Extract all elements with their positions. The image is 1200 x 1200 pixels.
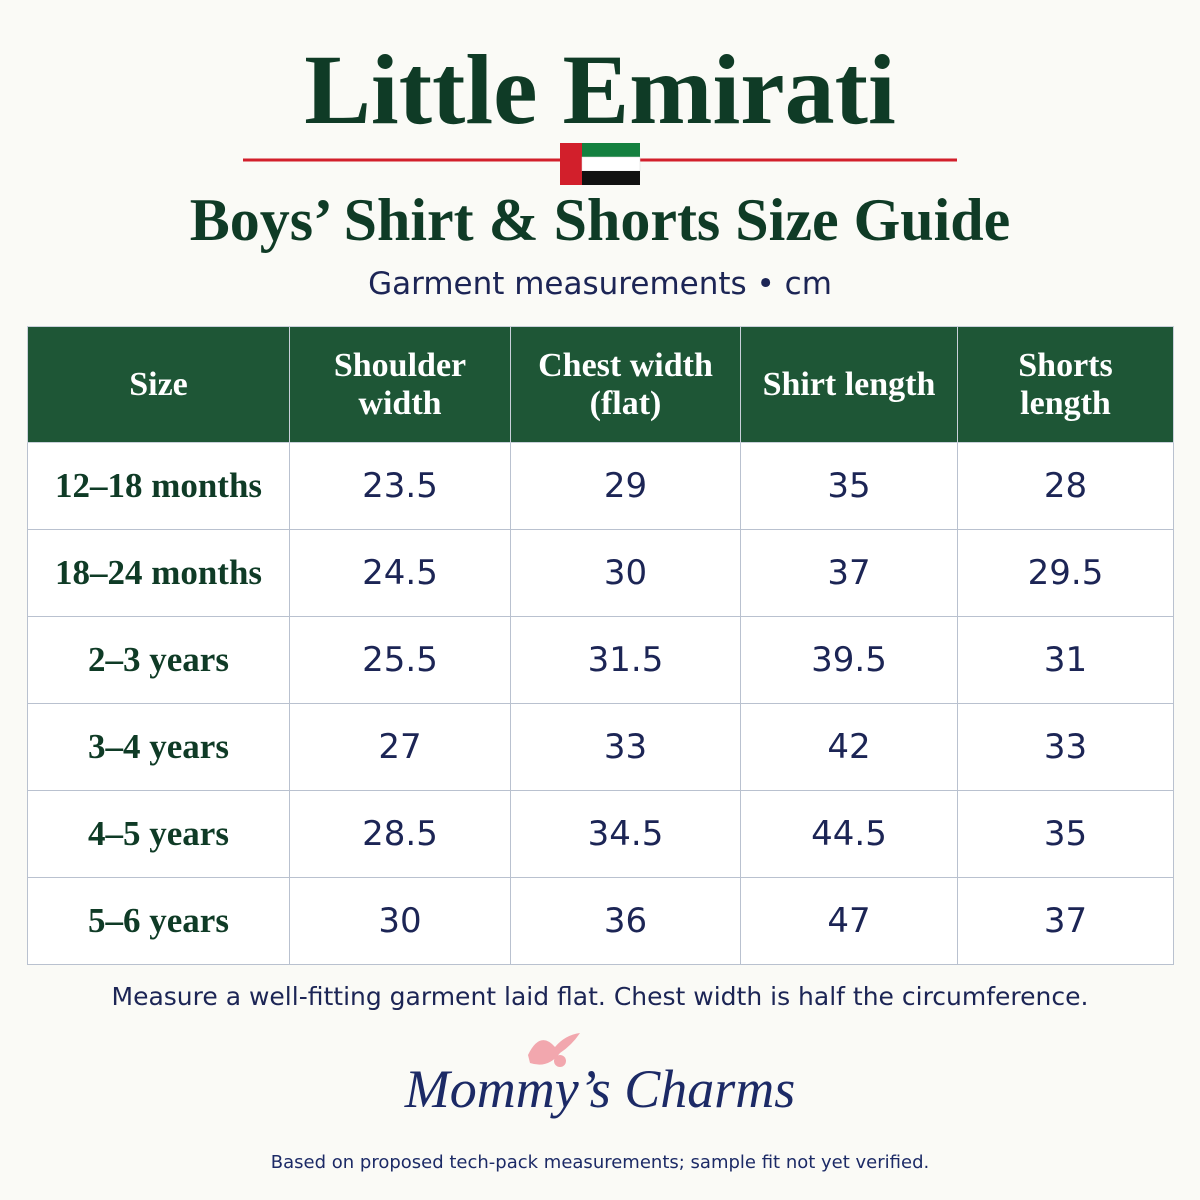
column-header: Chest width (flat) bbox=[510, 326, 741, 443]
cell: 23.5 bbox=[289, 442, 511, 530]
cell: 31 bbox=[957, 616, 1174, 704]
note: Measure a well-fitting garment laid flat… bbox=[111, 982, 1089, 1011]
units: Garment measurements • cm bbox=[368, 266, 832, 302]
table-row: 3–4 years 27 33 42 33 bbox=[27, 703, 1174, 791]
cell: 28 bbox=[957, 442, 1174, 530]
column-header: Size bbox=[27, 326, 290, 443]
column-header: Shorts length bbox=[957, 326, 1174, 443]
size-cell: 2–3 years bbox=[27, 616, 290, 704]
cell: 31.5 bbox=[510, 616, 741, 704]
cell: 37 bbox=[957, 877, 1174, 965]
cell: 42 bbox=[740, 703, 958, 791]
brand: Mommy’s Charms bbox=[404, 1059, 796, 1119]
title: Little Emirati bbox=[304, 34, 896, 145]
size-cell: 5–6 years bbox=[27, 877, 290, 965]
table-row: 18–24 months 24.5 30 37 29.5 bbox=[27, 529, 1174, 617]
divider bbox=[243, 143, 957, 185]
size-cell: 12–18 months bbox=[27, 442, 290, 530]
cell: 30 bbox=[510, 529, 741, 617]
size-cell: 3–4 years bbox=[27, 703, 290, 791]
cell: 35 bbox=[957, 790, 1174, 878]
table-row: 12–18 months 23.5 29 35 28 bbox=[27, 442, 1174, 530]
size-cell: 4–5 years bbox=[27, 790, 290, 878]
cell: 36 bbox=[510, 877, 741, 965]
cell: 35 bbox=[740, 442, 958, 530]
cell: 30 bbox=[289, 877, 511, 965]
table-row: 5–6 years 30 36 47 37 bbox=[27, 877, 1174, 965]
stork-icon bbox=[528, 1033, 580, 1067]
cell: 39.5 bbox=[740, 616, 958, 704]
subtitle: Boys’ Shirt & Shorts Size Guide bbox=[189, 187, 1011, 253]
cell: 29.5 bbox=[957, 529, 1174, 617]
cell: 47 bbox=[740, 877, 958, 965]
cell: 24.5 bbox=[289, 529, 511, 617]
cell: 28.5 bbox=[289, 790, 511, 878]
cell: 34.5 bbox=[510, 790, 741, 878]
cell: 25.5 bbox=[289, 616, 511, 704]
size-table: Size Shoulder width Chest width (flat) Shir… bbox=[27, 326, 1174, 965]
size-cell: 18–24 months bbox=[27, 529, 290, 617]
cell: 33 bbox=[510, 703, 741, 791]
cell: 27 bbox=[289, 703, 511, 791]
disclaimer: Based on proposed tech-pack measurements… bbox=[270, 1152, 930, 1173]
cell: 33 bbox=[957, 703, 1174, 791]
table-row: 2–3 years 25.5 31.5 39.5 31 bbox=[27, 616, 1174, 704]
cell: 44.5 bbox=[740, 790, 958, 878]
cell: 29 bbox=[510, 442, 741, 530]
table-row: 4–5 years 28.5 34.5 44.5 35 bbox=[27, 790, 1174, 878]
column-header: Shirt length bbox=[740, 326, 958, 443]
header-row: Size Shoulder width Chest width (flat) Shir… bbox=[27, 326, 1174, 443]
column-header: Shoulder width bbox=[289, 326, 511, 443]
cell: 37 bbox=[740, 529, 958, 617]
